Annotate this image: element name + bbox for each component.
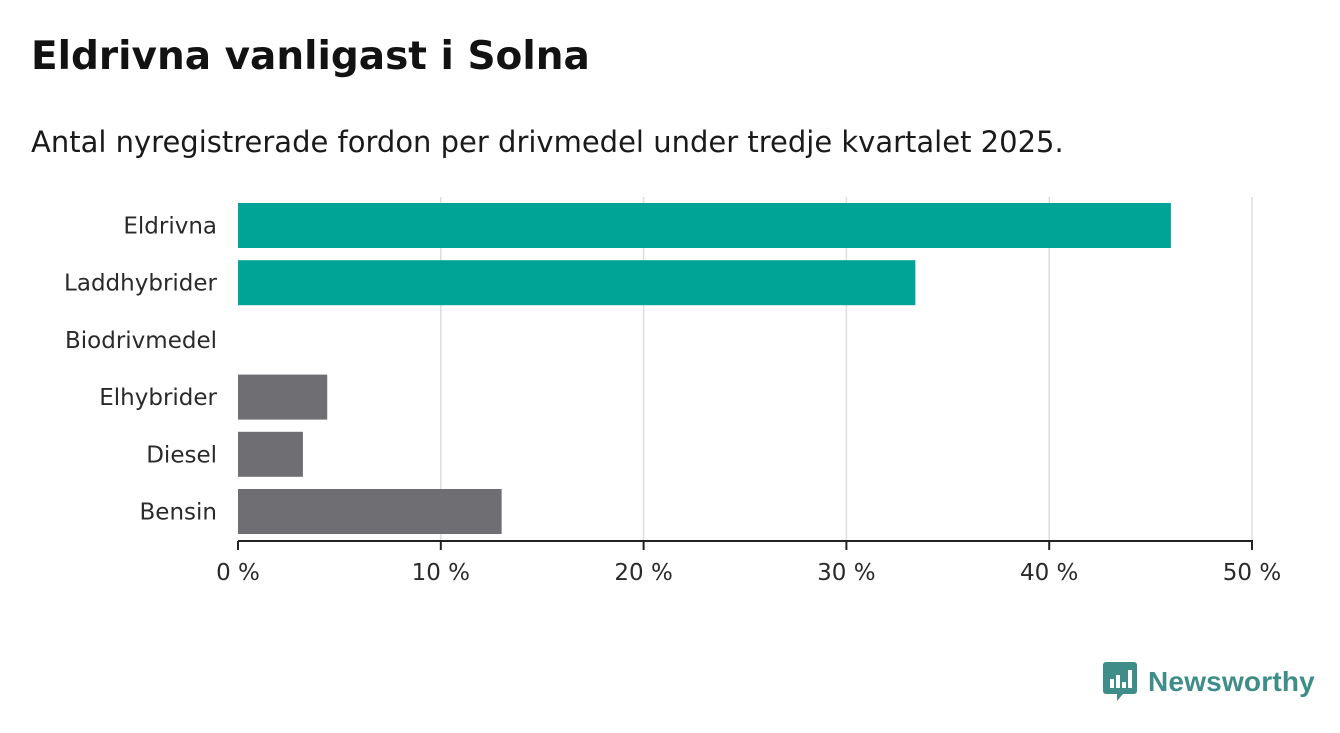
brand-name: Newsworthy xyxy=(1148,666,1315,697)
newsworthy-logo[interactable]: Newsworthy xyxy=(1103,662,1315,702)
bar-laddhybrider xyxy=(238,260,916,306)
bar-bensin xyxy=(238,489,502,534)
category-label: Eldrivna xyxy=(123,214,217,240)
x-tick-label: 20 % xyxy=(614,560,672,586)
bar-diesel xyxy=(238,431,303,477)
newsworthy-logo-icon xyxy=(1103,662,1137,701)
category-label: Elhybrider xyxy=(99,385,217,411)
x-axis: 0 % 10 % 20 % 30 % 40 % 50 % xyxy=(216,540,1281,586)
category-label: Diesel xyxy=(146,442,217,468)
category-labels: Eldrivna Laddhybrider Biodrivmedel Elhybrid… xyxy=(64,214,217,526)
category-label: Laddhybrider xyxy=(64,271,217,297)
category-label: Bensin xyxy=(140,500,217,526)
x-tick-label: 10 % xyxy=(412,560,470,586)
x-tick-label: 40 % xyxy=(1020,560,1078,586)
chart-title: Eldrivna vanligast i Solna xyxy=(31,34,590,79)
x-tick-label: 50 % xyxy=(1223,560,1281,586)
x-tick-label: 30 % xyxy=(817,560,875,586)
category-label: Biodrivmedel xyxy=(65,328,217,354)
bars xyxy=(238,203,1171,534)
bar-eldrivna xyxy=(238,203,1171,248)
x-tick-label: 0 % xyxy=(216,560,260,586)
gridlines xyxy=(440,197,1253,541)
bar-chart: 0 % 10 % 20 % 30 % 40 % 50 % Eldrivna Laddhybr… xyxy=(64,197,1281,586)
chart-subtitle: Antal nyregistrerade fordon per drivmede… xyxy=(31,125,1064,159)
bar-elhybrider xyxy=(238,374,328,420)
